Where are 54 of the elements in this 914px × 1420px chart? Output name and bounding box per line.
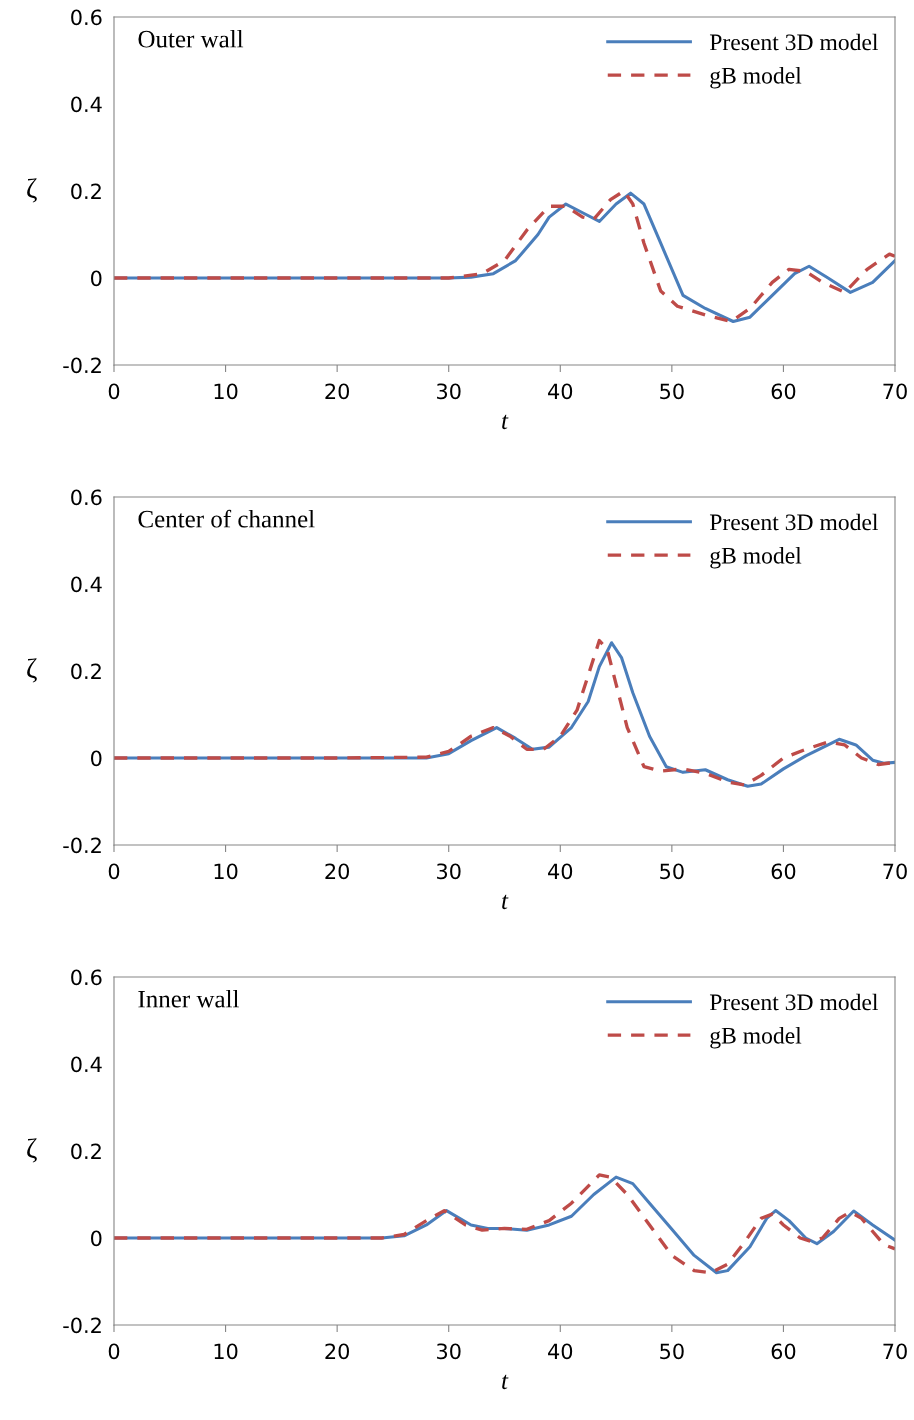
y-axis-title: ζ — [27, 178, 37, 203]
y-tick-label: 0.2 — [71, 183, 101, 200]
y-tick-label: 0 — [91, 270, 102, 287]
x-tick-label: 50 — [660, 863, 684, 880]
y-tick-label: 0.2 — [71, 1143, 101, 1160]
x-tick-label: 40 — [548, 383, 573, 400]
x-tick-label: 0 — [108, 863, 120, 880]
x-tick-label: 0 — [108, 1343, 120, 1360]
y-tick-label: -0.2 — [63, 357, 101, 374]
x-tick-label: 50 — [660, 383, 684, 400]
x-tick-label: 20 — [325, 863, 350, 880]
y-tick-label: 0.4 — [71, 96, 102, 113]
annotation: Outer wall — [138, 30, 244, 48]
x-tick-label: 40 — [548, 1343, 573, 1360]
x-axis-title: t — [502, 894, 509, 910]
annotation: Inner wall — [138, 990, 239, 1008]
y-tick-label: -0.2 — [63, 1317, 101, 1334]
y-tick-label: 0 — [91, 1230, 102, 1247]
x-tick-label: 40 — [548, 863, 573, 880]
x-tick-label: 10 — [214, 863, 238, 880]
y-tick-label: 0.2 — [71, 663, 101, 680]
y-tick-label: 0.6 — [71, 9, 102, 26]
x-tick-label: 60 — [771, 1343, 796, 1360]
x-tick-label: 60 — [771, 383, 796, 400]
x-tick-label: 10 — [214, 1343, 238, 1360]
legend-label: gB model — [710, 547, 802, 569]
y-tick-label: 0 — [91, 750, 102, 767]
y-tick-label: -0.2 — [63, 837, 101, 854]
x-tick-label: 20 — [325, 383, 350, 400]
x-tick-label: 30 — [437, 1343, 461, 1360]
legend-label: Present 3D model — [709, 33, 878, 51]
y-tick-label: 0.4 — [71, 1056, 102, 1073]
legend-label: gB model — [710, 67, 802, 89]
y-tick-label: 0.6 — [71, 489, 102, 506]
x-tick-label: 30 — [437, 863, 461, 880]
legend-label: Present 3D model — [709, 993, 878, 1011]
x-tick-label: 50 — [660, 1343, 684, 1360]
x-tick-label: 60 — [771, 863, 796, 880]
x-tick-label: 30 — [437, 383, 461, 400]
annotation: Center of channel — [138, 509, 315, 528]
x-tick-label: 0 — [108, 383, 120, 400]
x-tick-label: 70 — [883, 383, 907, 400]
x-tick-label: 70 — [883, 863, 907, 880]
legend-label: Present 3D model — [709, 513, 878, 531]
x-tick-label: 20 — [325, 1343, 350, 1360]
y-axis-title: ζ — [27, 1138, 37, 1163]
y-axis-title: ζ — [27, 658, 37, 683]
y-tick-label: 0.4 — [71, 576, 102, 593]
x-axis-title: t — [502, 1374, 509, 1390]
legend-label: gB model — [710, 1027, 802, 1049]
x-axis-title: t — [502, 414, 509, 430]
x-tick-label: 70 — [883, 1343, 907, 1360]
x-tick-label: 10 — [214, 383, 238, 400]
y-tick-label: 0.6 — [71, 969, 102, 986]
